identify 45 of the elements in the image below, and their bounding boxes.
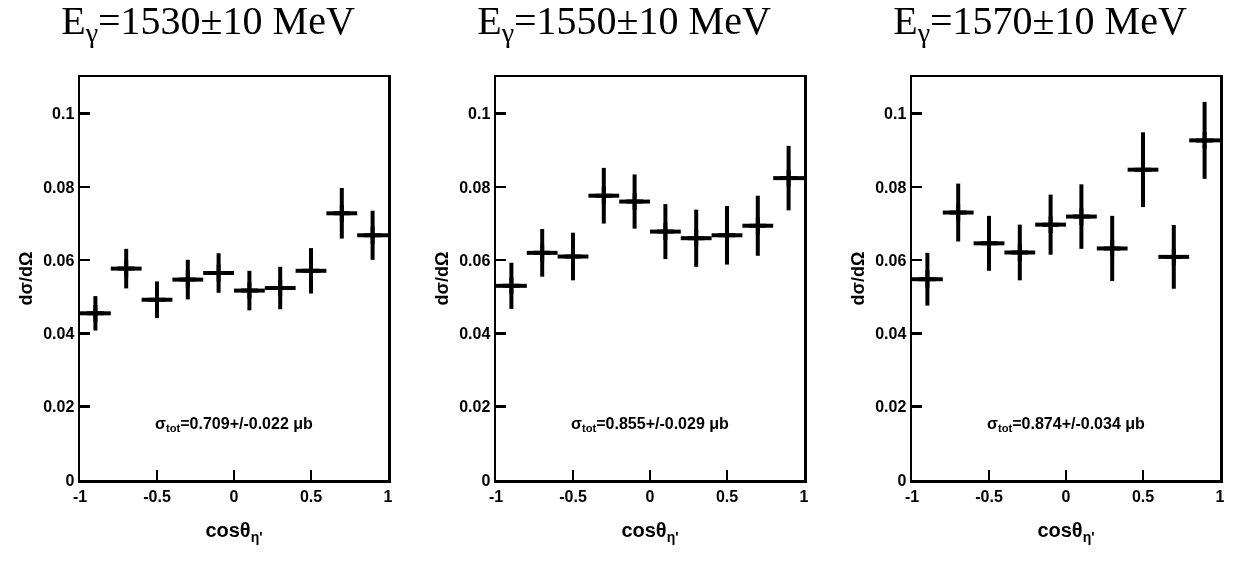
x-tick-label: -0.5 bbox=[559, 487, 587, 505]
y-tick-label: 0.08 bbox=[459, 178, 491, 196]
y-axis-title: dσ/dΩ bbox=[848, 251, 869, 306]
x-axis-title: cosθ$_{η'}$ bbox=[621, 519, 679, 545]
x-tick-label: 1 bbox=[799, 487, 809, 505]
y-axis-title: dσ/dΩ bbox=[432, 251, 453, 306]
y-tick-label: 0.1 bbox=[52, 105, 75, 123]
y-tick-label: 0 bbox=[481, 471, 491, 489]
x-tick-label: 1 bbox=[1215, 487, 1225, 505]
y-tick-label: 0.04 bbox=[459, 325, 491, 343]
y-tick-label: 0.08 bbox=[43, 178, 75, 196]
x-tick-label: -1 bbox=[72, 487, 88, 505]
y-tick-label: 0.08 bbox=[875, 178, 907, 196]
chart-title: E$_{γ}$=1530±10 MeV bbox=[61, 0, 355, 49]
y-tick-label: 0 bbox=[897, 471, 907, 489]
x-tick-label: -0.5 bbox=[975, 487, 1003, 505]
y-axis-title: dσ/dΩ bbox=[16, 251, 37, 306]
x-tick-label: 0.5 bbox=[299, 487, 323, 505]
x-tick-label: 1 bbox=[383, 487, 393, 505]
x-axis-title: cosθ$_{η'}$ bbox=[205, 519, 263, 545]
y-tick-label: 0.02 bbox=[875, 398, 907, 416]
y-tick-label: 0.06 bbox=[43, 251, 75, 269]
y-tick-label: 0.1 bbox=[884, 105, 907, 123]
x-tick-label: -0.5 bbox=[143, 487, 171, 505]
x-tick-label: 0 bbox=[645, 487, 655, 505]
y-tick-label: 0.02 bbox=[43, 398, 75, 416]
x-tick-label: 0 bbox=[229, 487, 239, 505]
annotation: σ$_{tot}$=0.855+/-0.029 μb bbox=[571, 415, 730, 435]
annotation: σ$_{tot}$=0.874+/-0.034 μb bbox=[987, 415, 1146, 435]
chart-title: E$_{γ}$=1570±10 MeV bbox=[893, 0, 1187, 49]
x-tick-label: 0.5 bbox=[715, 487, 739, 505]
y-tick-label: 0.1 bbox=[468, 105, 491, 123]
x-axis-title: cosθ$_{η'}$ bbox=[1037, 519, 1095, 545]
x-tick-label: -1 bbox=[488, 487, 504, 505]
x-tick-label: 0 bbox=[1061, 487, 1071, 505]
y-tick-label: 0.04 bbox=[43, 325, 75, 343]
chart-title: E$_{γ}$=1550±10 MeV bbox=[477, 0, 771, 49]
y-tick-label: 0.06 bbox=[459, 251, 491, 269]
annotation: σ$_{tot}$=0.709+/-0.022 μb bbox=[155, 415, 314, 435]
x-tick-label: -1 bbox=[904, 487, 920, 505]
y-tick-label: 0.04 bbox=[875, 325, 907, 343]
y-tick-label: 0 bbox=[65, 471, 75, 489]
y-tick-label: 0.06 bbox=[875, 251, 907, 269]
y-tick-label: 0.02 bbox=[459, 398, 491, 416]
x-tick-label: 0.5 bbox=[1131, 487, 1155, 505]
